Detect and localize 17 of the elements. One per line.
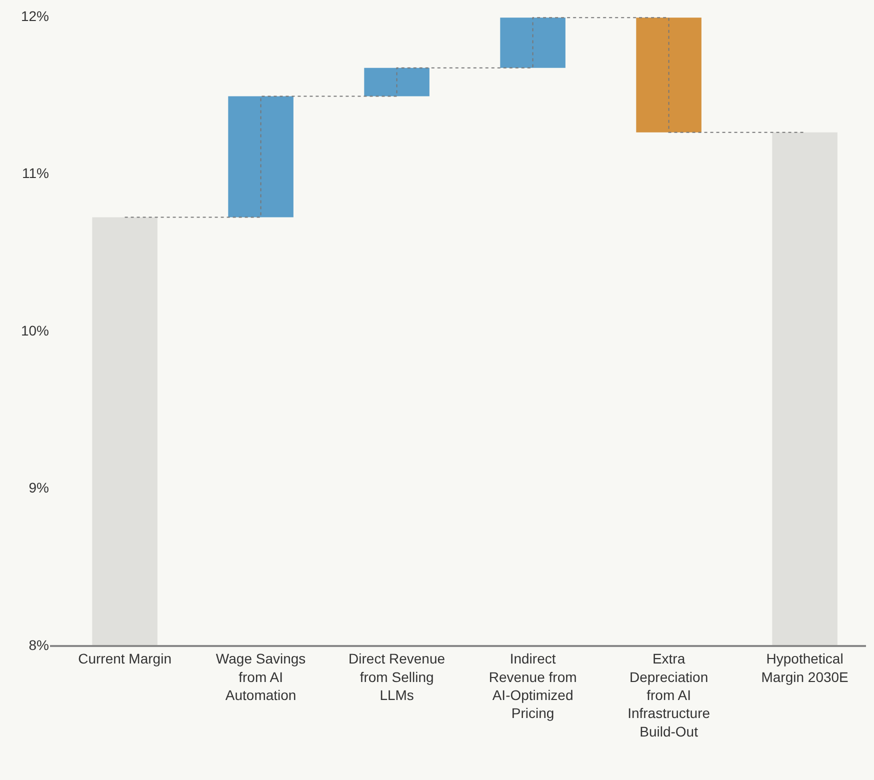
y-tick-label: 11% [22,165,49,182]
bar [636,18,702,132]
bar [92,217,158,645]
y-tick-label: 9% [28,480,49,496]
bar [228,96,294,218]
x-tick-label: Wage Savings from AI Automation [216,650,306,703]
y-tick-label: 10% [20,322,49,338]
x-tick-label: Hypothetical Margin 2030E [761,650,848,685]
bar [772,132,838,645]
x-tick-label: Current Margin [78,650,172,667]
y-tick-label: 12% [20,8,49,24]
y-tick-label: 8% [28,636,49,653]
x-tick-label: Extra Depreciation from AI Infrastructure Build-Out [628,650,710,740]
x-tick-label: Direct Revenue from Selling LLMs [348,650,446,703]
bar [364,68,430,96]
bar [500,18,566,68]
x-tick-label: Indirect Revenue from AI-Optimized Pricing [488,650,577,722]
